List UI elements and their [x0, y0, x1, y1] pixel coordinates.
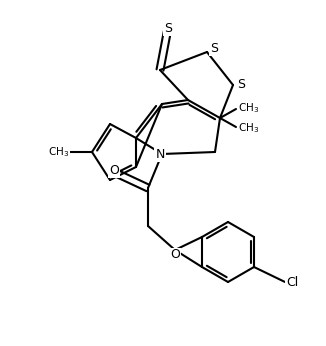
Text: S: S	[237, 79, 245, 91]
Text: N: N	[155, 147, 165, 161]
Text: CH$_3$: CH$_3$	[48, 145, 69, 159]
Text: Cl: Cl	[286, 275, 298, 289]
Text: S: S	[164, 21, 172, 35]
Text: CH$_3$: CH$_3$	[238, 101, 259, 115]
Text: S: S	[210, 42, 218, 55]
Text: O: O	[109, 164, 119, 176]
Text: CH$_3$: CH$_3$	[238, 121, 259, 135]
Text: O: O	[170, 248, 180, 262]
